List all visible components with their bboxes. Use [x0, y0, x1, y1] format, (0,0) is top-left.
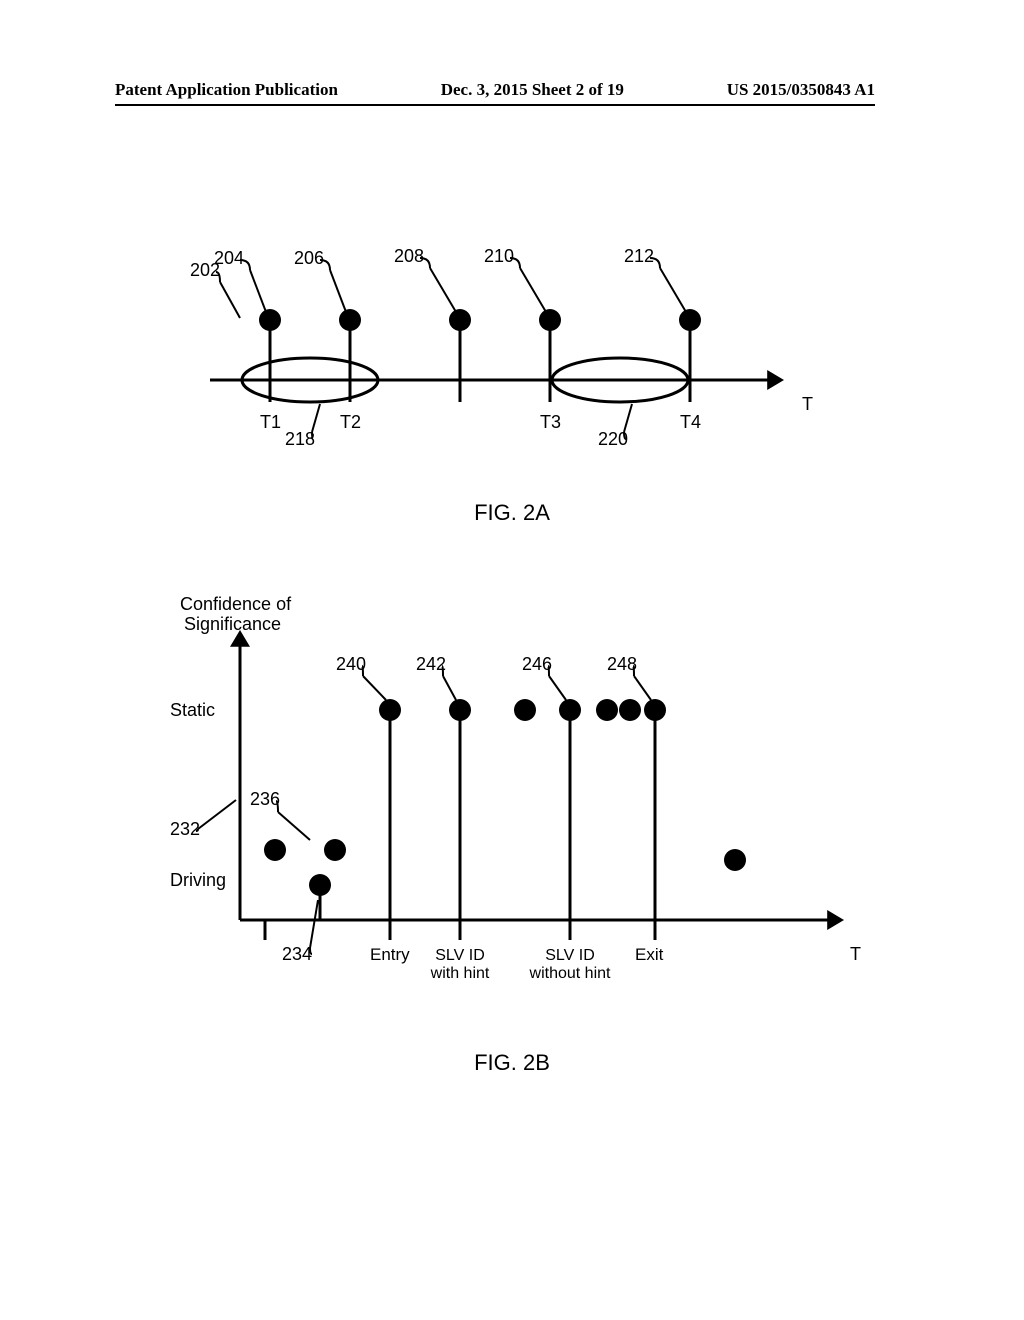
svg-text:Driving: Driving: [170, 870, 226, 890]
svg-text:T3: T3: [540, 412, 561, 432]
svg-text:Exit: Exit: [635, 945, 664, 964]
svg-text:Static: Static: [170, 700, 215, 720]
svg-text:236: 236: [250, 789, 280, 809]
svg-text:T: T: [850, 944, 861, 964]
svg-text:240: 240: [336, 654, 366, 674]
figure-2a: TT1204T2206208T3210T4212202218220: [150, 230, 850, 480]
svg-text:242: 242: [416, 654, 446, 674]
page-header: Patent Application Publication Dec. 3, 2…: [115, 80, 875, 106]
svg-text:218: 218: [285, 429, 315, 449]
svg-text:T4: T4: [680, 412, 701, 432]
header-right: US 2015/0350843 A1: [727, 80, 875, 100]
svg-text:202: 202: [190, 260, 220, 280]
svg-text:T: T: [802, 394, 813, 414]
svg-text:248: 248: [607, 654, 637, 674]
svg-text:208: 208: [394, 246, 424, 266]
figure-2a-caption: FIG. 2A: [0, 500, 1024, 526]
svg-text:Confidence of: Confidence of: [180, 594, 292, 614]
svg-text:Significance: Significance: [184, 614, 281, 634]
patent-page: Patent Application Publication Dec. 3, 2…: [0, 0, 1024, 1320]
figure-2b-caption: FIG. 2B: [0, 1050, 1024, 1076]
svg-text:T1: T1: [260, 412, 281, 432]
svg-text:210: 210: [484, 246, 514, 266]
svg-text:206: 206: [294, 248, 324, 268]
figure-2b: Confidence ofSignificance T Static Driving 2…: [110, 580, 910, 1020]
svg-text:without hint: without hint: [529, 965, 611, 982]
svg-text:232: 232: [170, 819, 200, 839]
svg-text:Entry: Entry: [370, 945, 410, 964]
header-mid: Dec. 3, 2015 Sheet 2 of 19: [441, 80, 624, 100]
svg-text:246: 246: [522, 654, 552, 674]
svg-text:SLV ID: SLV ID: [435, 947, 485, 964]
svg-text:with hint: with hint: [430, 965, 490, 982]
figure-2b-svg: Confidence ofSignificance T Static Driving 2…: [110, 580, 910, 1020]
svg-text:234: 234: [282, 944, 312, 964]
svg-text:SLV ID: SLV ID: [545, 947, 595, 964]
figure-2a-svg: TT1204T2206208T3210T4212202218220: [150, 230, 850, 480]
svg-text:212: 212: [624, 246, 654, 266]
header-left: Patent Application Publication: [115, 80, 338, 100]
svg-text:T2: T2: [340, 412, 361, 432]
